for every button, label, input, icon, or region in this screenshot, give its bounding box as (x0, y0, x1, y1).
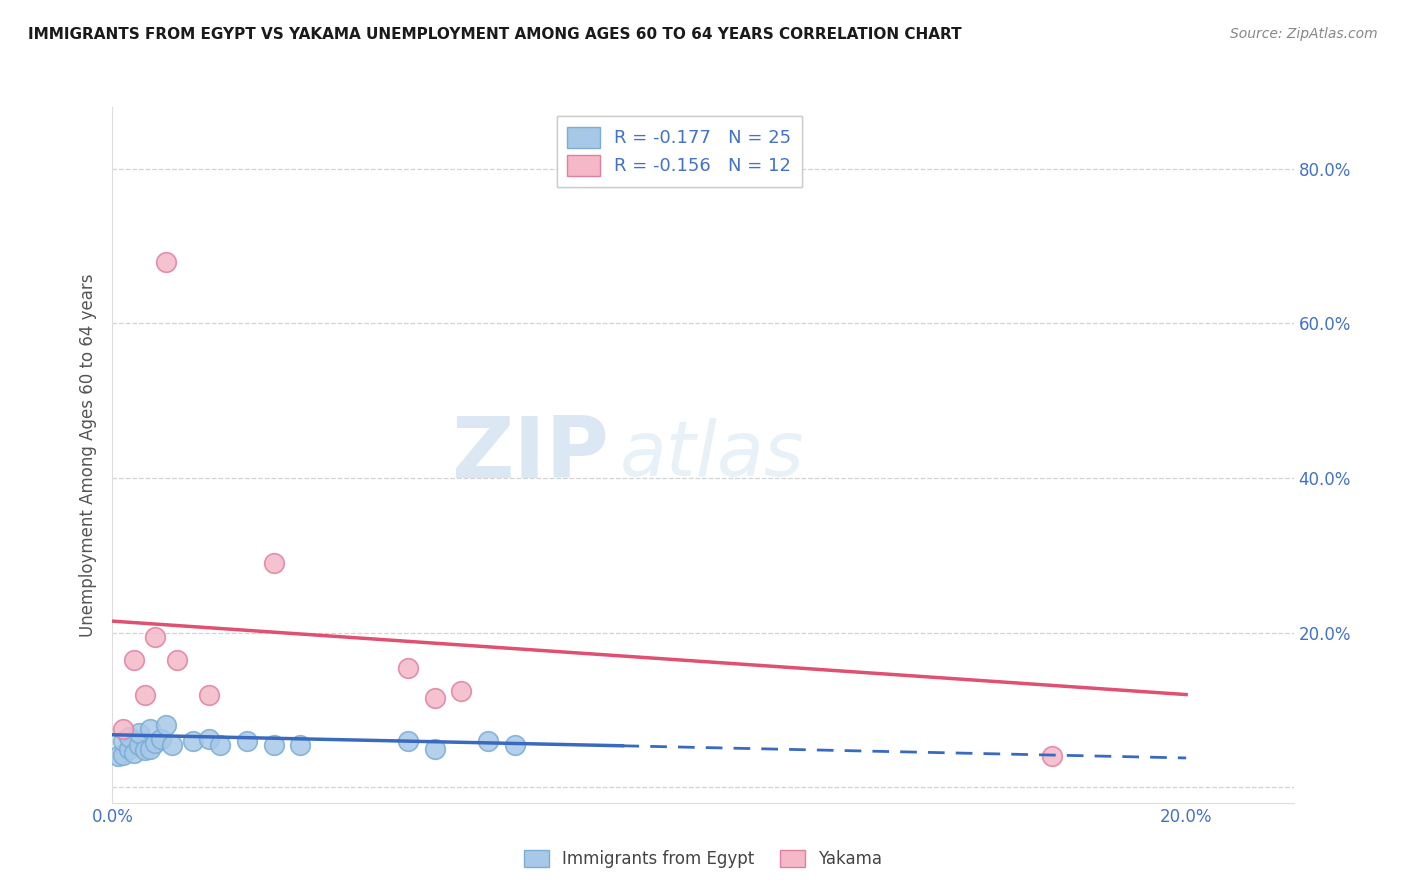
Point (145, 630, 167, 644)
Y-axis label: Unemployment Among Ages 60 to 64 years: Unemployment Among Ages 60 to 64 years (79, 273, 97, 637)
Point (145, 735, 167, 749)
Point (450, 683, 472, 698)
Point (263, 738, 285, 752)
Point (139, 723, 162, 737)
Point (1040, 749, 1063, 764)
Point (117, 741, 139, 756)
Text: atlas: atlas (620, 418, 804, 491)
Point (198, 732, 221, 747)
Point (112, 734, 135, 748)
Point (503, 738, 526, 752)
Point (134, 743, 156, 757)
Point (160, 738, 183, 752)
Point (112, 747, 135, 762)
Point (181, 734, 204, 748)
Legend: Immigrants from Egypt, Yakama: Immigrants from Egypt, Yakama (517, 843, 889, 875)
Point (208, 738, 231, 752)
Point (166, 653, 188, 667)
Point (235, 734, 257, 748)
Point (117, 730, 139, 744)
Point (128, 738, 150, 752)
Point (155, 254, 177, 268)
Point (122, 653, 145, 667)
Point (134, 688, 156, 702)
Point (198, 688, 221, 702)
Point (107, 749, 129, 764)
Text: ZIP: ZIP (451, 413, 609, 497)
Point (423, 741, 446, 756)
Point (396, 734, 419, 748)
Point (128, 726, 150, 740)
Point (396, 660, 419, 674)
Point (290, 738, 312, 752)
Point (477, 734, 499, 748)
Point (122, 746, 145, 760)
Point (263, 556, 285, 570)
Point (155, 718, 177, 732)
Text: Source: ZipAtlas.com: Source: ZipAtlas.com (1230, 27, 1378, 41)
Point (112, 723, 135, 737)
Point (149, 732, 172, 747)
Point (139, 741, 162, 756)
Point (423, 691, 446, 706)
Legend: R = -0.177   N = 25, R = -0.156   N = 12: R = -0.177 N = 25, R = -0.156 N = 12 (557, 116, 803, 186)
Text: IMMIGRANTS FROM EGYPT VS YAKAMA UNEMPLOYMENT AMONG AGES 60 TO 64 YEARS CORRELATI: IMMIGRANTS FROM EGYPT VS YAKAMA UNEMPLOY… (28, 27, 962, 42)
